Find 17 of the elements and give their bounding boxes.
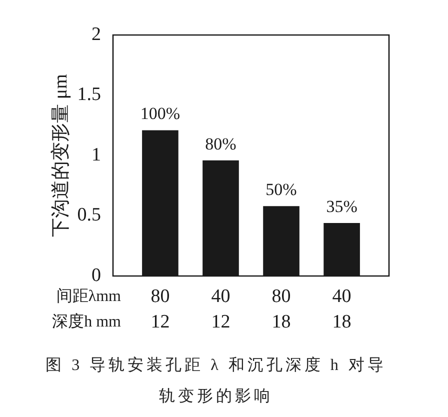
- y-tick-label: 1: [92, 144, 101, 166]
- y-tick-label: 0.5: [77, 204, 101, 226]
- x-tick-label: 80 12: [150, 286, 170, 332]
- x-tick-label: 80 18: [272, 286, 291, 332]
- y-tick-label: 1.5: [77, 84, 101, 106]
- annotation: 35%: [326, 196, 358, 216]
- x-tick-label: 40 12: [211, 286, 230, 332]
- annotation: 50%: [266, 180, 297, 200]
- annotation: 80%: [205, 134, 236, 154]
- text: 深度h mm: [52, 312, 122, 331]
- text: 图 3 导轨安装孔距 λ 和沉孔深度 h 对导轨变形的影响: [44, 356, 388, 407]
- y-tick-label: 2: [92, 24, 101, 45]
- y-axis-title: 下沟道的变形量 μm: [49, 74, 72, 237]
- x-tick-label: 40 18: [332, 286, 352, 332]
- text: 间距λmm: [56, 287, 122, 306]
- y-tick-label: 0: [92, 264, 101, 286]
- annotation: 100%: [140, 104, 180, 124]
